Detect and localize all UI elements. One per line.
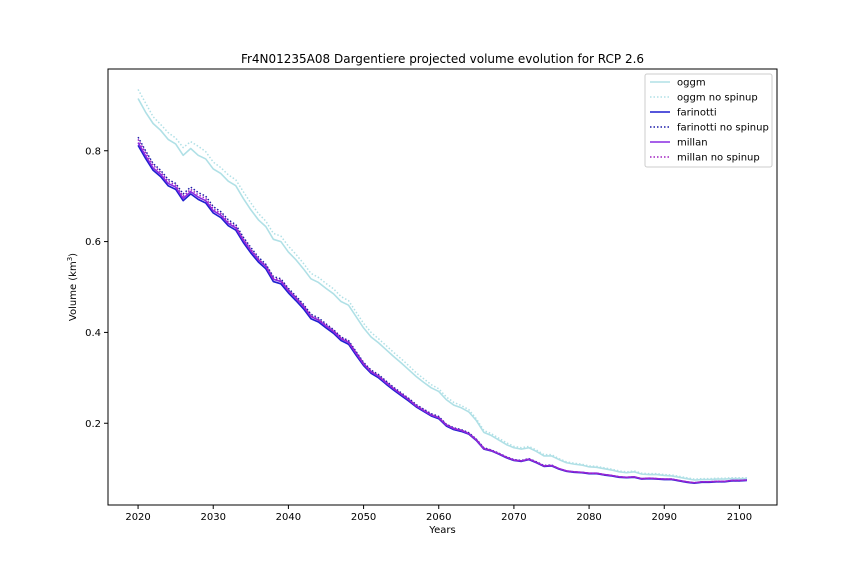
x-axis-label: Years — [428, 525, 455, 536]
plot-lines — [137, 89, 747, 484]
legend-label: millan no spinup — [677, 153, 760, 164]
y-axis: 0.2 0.4 0.6 0.8 — [85, 146, 108, 430]
x-tick-label: 2030 — [201, 512, 226, 523]
y-tick-label: 0.4 — [85, 328, 101, 339]
x-tick-label: 2080 — [576, 512, 601, 523]
x-axis: 2020 2030 2040 2050 2060 2070 2080 2090 2100 — [125, 505, 752, 523]
y-tick-label: 0.8 — [85, 146, 101, 157]
y-axis-label: Volume (km3) — [66, 253, 79, 321]
series-line-oggm-no-spinup — [137, 89, 747, 480]
x-tick-label: 2090 — [652, 512, 677, 523]
legend-box — [644, 73, 773, 168]
x-tick-label: 2100 — [727, 512, 752, 523]
y-tick-label: 0.2 — [85, 419, 101, 430]
y-axis-label-close: ) — [68, 253, 79, 257]
y-axis-label-superscript: 3 — [66, 257, 74, 261]
x-tick-label: 2050 — [351, 512, 376, 523]
legend-label: oggm no spinup — [677, 93, 758, 104]
legend: oggm oggm no spinup farinotti farinotti no … — [644, 73, 773, 168]
plot-frame — [107, 68, 778, 506]
x-tick-label: 2040 — [276, 512, 301, 523]
y-axis-label-main: Volume (km — [68, 261, 79, 321]
legend-label: farinotti no spinup — [677, 123, 769, 134]
y-tick-label: 0.6 — [85, 237, 101, 248]
series-line-oggm — [137, 98, 747, 481]
chart-title: Fr4N01235A08 Dargentiere projected volum… — [241, 52, 644, 66]
legend-label: millan — [677, 138, 708, 149]
x-tick-label: 2020 — [125, 512, 150, 523]
x-tick-label: 2060 — [426, 512, 451, 523]
x-tick-label: 2070 — [501, 512, 526, 523]
legend-label: oggm — [677, 78, 706, 89]
legend-label: farinotti — [677, 108, 717, 119]
